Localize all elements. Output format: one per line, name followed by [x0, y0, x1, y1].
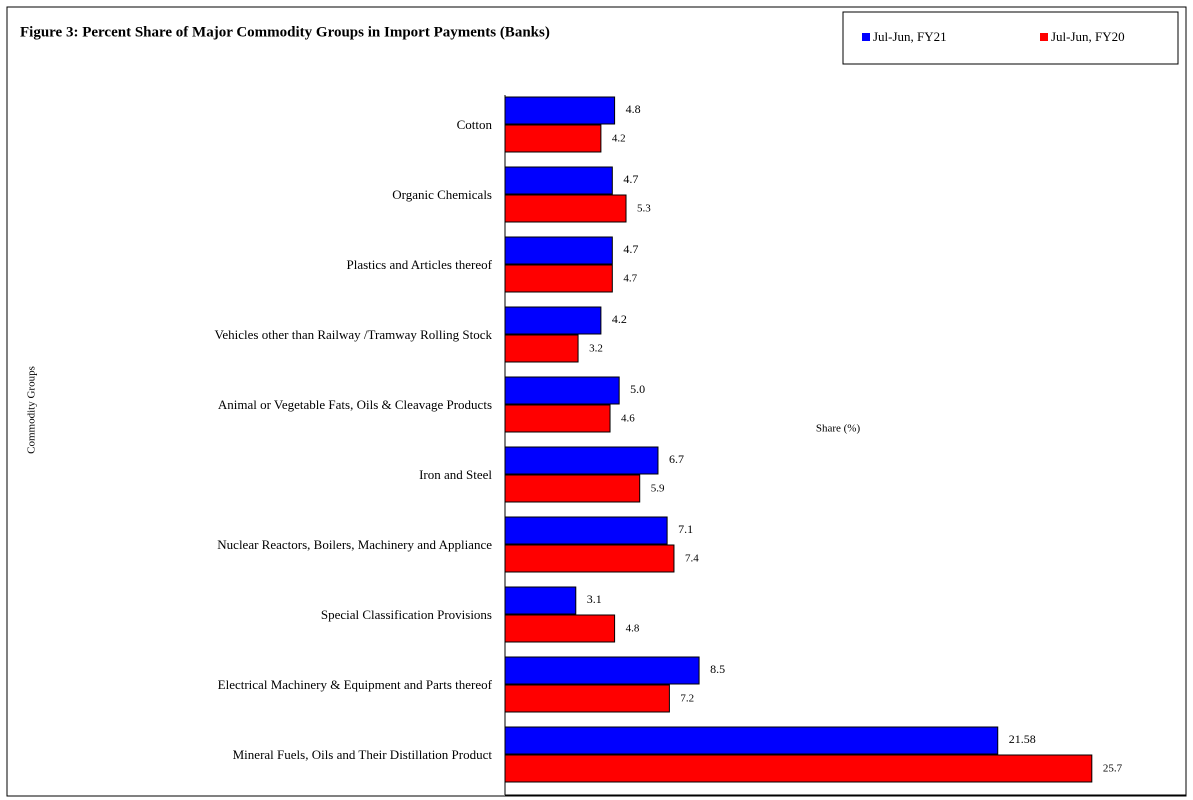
data-label: 25.7 [1103, 763, 1123, 775]
data-label: 4.7 [623, 172, 638, 186]
data-label: 4.7 [623, 273, 637, 285]
bar [504, 684, 670, 713]
data-label: 7.4 [685, 553, 699, 565]
bar [504, 754, 1093, 783]
bar [504, 264, 613, 293]
bar [504, 586, 577, 615]
data-label: 7.2 [680, 693, 694, 705]
data-label: 4.8 [626, 623, 640, 635]
legend-box [842, 11, 1179, 65]
bar [504, 404, 611, 433]
data-label: 21.58 [1009, 732, 1036, 746]
bar [504, 544, 675, 573]
data-label: 4.2 [612, 312, 627, 326]
data-label: 3.2 [589, 343, 603, 355]
data-label: 3.1 [587, 592, 602, 606]
data-label: 5.9 [651, 483, 665, 495]
legend-label: Jul-Jun, FY21 [873, 29, 947, 44]
y-tick-label: Organic Chemicals [392, 187, 492, 202]
bar [504, 656, 700, 685]
data-label: 8.5 [710, 662, 725, 676]
y-tick-label: Cotton [457, 117, 493, 132]
data-label: 6.7 [669, 452, 684, 466]
y-tick-label: Mineral Fuels, Oils and Their Distillati… [233, 747, 493, 762]
y-tick-label: Vehicles other than Railway /Tramway Rol… [214, 327, 492, 342]
bar [504, 726, 999, 755]
legend-swatch [1040, 33, 1048, 41]
bar [504, 446, 659, 475]
data-label: 5.3 [637, 203, 651, 215]
bar [504, 236, 613, 265]
x-axis-label: Share (%) [816, 423, 861, 435]
data-label: 4.8 [626, 102, 641, 116]
bar [504, 194, 627, 223]
bar [504, 474, 641, 503]
data-label: 4.7 [623, 242, 638, 256]
legend-swatch [862, 33, 870, 41]
legend-label: Jul-Jun, FY20 [1051, 29, 1125, 44]
y-tick-label: Animal or Vegetable Fats, Oils & Cleavag… [218, 397, 492, 412]
y-tick-label: Iron and Steel [419, 467, 492, 482]
y-tick-label: Plastics and Articles thereof [347, 257, 493, 272]
data-label: 4.2 [612, 133, 626, 145]
data-label: 4.6 [621, 413, 635, 425]
data-label: 5.0 [630, 382, 645, 396]
y-axis-label: Commodity Groups [26, 366, 38, 454]
data-label: 7.1 [678, 522, 693, 536]
bar [504, 166, 613, 195]
bar [504, 516, 668, 545]
y-tick-label: Electrical Machinery & Equipment and Par… [218, 677, 493, 692]
bar [504, 376, 620, 405]
y-tick-label: Nuclear Reactors, Boilers, Machinery and… [217, 537, 492, 552]
bar [504, 306, 602, 335]
bar [504, 96, 616, 125]
chart-title: Figure 3: Percent Share of Major Commodi… [20, 24, 550, 40]
bar [504, 334, 579, 363]
y-tick-label: Special Classification Provisions [321, 607, 492, 622]
bar [504, 124, 602, 153]
bar [504, 614, 616, 643]
